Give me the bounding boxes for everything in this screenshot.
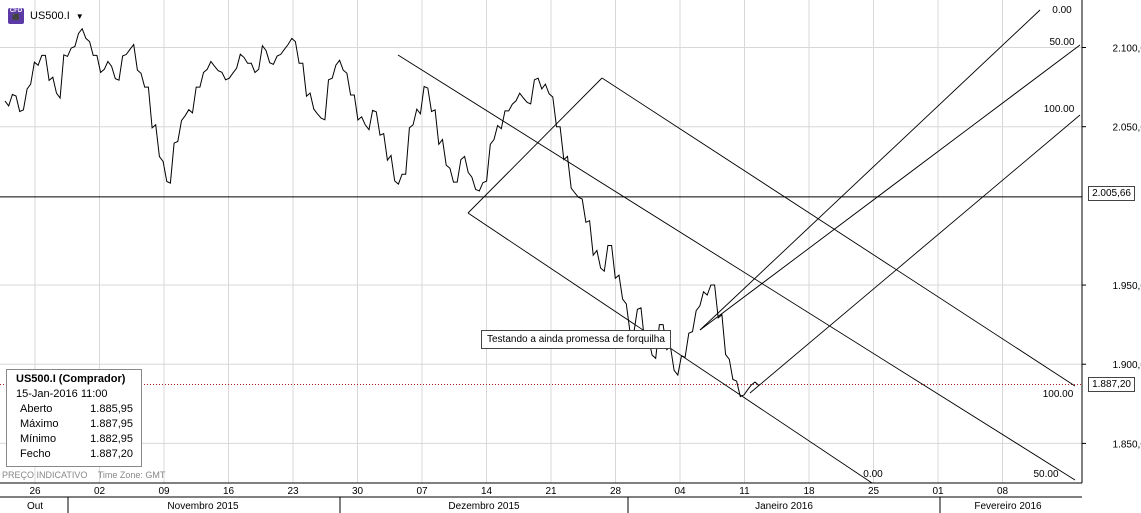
pitchfork-line [601,77,1076,387]
month-label: Janeiro 2016 [755,501,813,512]
x-tick-label: 11 [739,486,750,497]
x-tick-label: 23 [287,486,299,497]
x-tick-label: 18 [803,486,815,497]
pitchfork-line [699,44,1081,331]
y-tick-label: 1.950,00 [1113,281,1141,292]
x-tick-label: 30 [352,486,364,497]
x-tick-label: 21 [545,486,557,497]
y-tick-label: 2.100,00 [1113,44,1141,55]
indicative-price-label: PREÇO INDICATIVO [2,470,88,480]
caret-down-icon[interactable]: ▼ [75,11,84,21]
ohlc-value: 1.882,95 [90,433,133,445]
fan-level-label: 50.00 [1049,37,1074,48]
ohlc-value: 1.887,20 [90,448,133,460]
chart-annotation[interactable]: Testando a ainda promessa de forquilha [481,330,671,349]
x-tick-label: 25 [868,486,880,497]
ohlc-box: US500.I (Comprador) 15-Jan-2016 11:00 Ab… [6,369,142,467]
fan-level-label: 0.00 [1052,5,1072,16]
ohlc-value: 1.887,95 [90,418,133,430]
y-tick-label: 1.850,00 [1113,439,1141,450]
month-label: Fevereiro 2016 [974,501,1042,512]
month-label: Out [27,501,43,512]
x-tick-label: 28 [610,486,622,497]
x-tick-label: 02 [94,486,106,497]
ohlc-title: US500.I (Comprador) [16,373,126,385]
level-price-tag: 2.005,66 [1088,186,1135,201]
pitchfork-tools: 0.00 50.00 100.00 0.00 50.00 100.00 [397,5,1081,484]
y-axis: 2.100,00 2.050,00 1.950,00 1.900,00 1.850,00 [1081,0,1141,483]
x-tick-label: 04 [674,486,686,497]
symbol-name: US500.I [30,10,70,22]
fan-level-label: 0.00 [863,469,883,480]
chart-footer: PREÇO INDICATIVO Time Zone: GMT [2,470,173,480]
ohlc-row-low: Mínimo 1.882,95 [7,432,141,447]
x-tick-label: 09 [158,486,170,497]
fan-level-label: 50.00 [1033,469,1058,480]
x-tick-label: 26 [29,486,41,497]
month-label: Novembro 2015 [167,501,239,512]
ohlc-label: Máximo [20,418,59,430]
pitchfork-line [699,9,1041,331]
ohlc-label: Mínimo [20,433,57,445]
x-tick-label: 08 [997,486,1009,497]
timezone-label: Time Zone: GMT [97,470,166,480]
y-tick-label: 2.050,00 [1113,123,1141,134]
ohlc-value: 1.885,95 [90,403,133,415]
ohlc-label: Fecho [20,448,51,460]
pitchfork-line [397,54,1076,481]
x-tick-label: 14 [481,486,493,497]
cfd-logo-icon: CFD ⬛ [8,8,24,24]
ohlc-datetime: 15-Jan-2016 11:00 [16,388,108,400]
x-tick-label: 01 [932,486,944,497]
symbol-selector[interactable]: CFD ⬛ US500.I ▼ [8,8,84,24]
fan-level-label: 100.00 [1044,104,1075,115]
x-tick-label: 16 [223,486,235,497]
ohlc-label: Aberto [20,403,53,415]
pitchfork-line [467,77,603,214]
y-tick-label: 1.900,00 [1113,360,1141,371]
ohlc-row-open: Aberto 1.885,95 [7,402,141,417]
pitchfork-line [749,114,1081,394]
x-axis: 26 02 09 16 23 30 07 14 21 28 04 11 18 25 01 08 Out Novem… [0,482,1082,513]
current-price-tag: 1.887,20 [1088,377,1135,392]
ohlc-row-high: Máximo 1.887,95 [7,417,141,432]
ohlc-row-close: Fecho 1.887,20 [7,447,141,462]
month-label: Dezembro 2015 [448,501,520,512]
fan-level-label: 100.00 [1043,389,1074,400]
x-tick-label: 07 [416,486,428,497]
chart-grid [0,0,1082,483]
